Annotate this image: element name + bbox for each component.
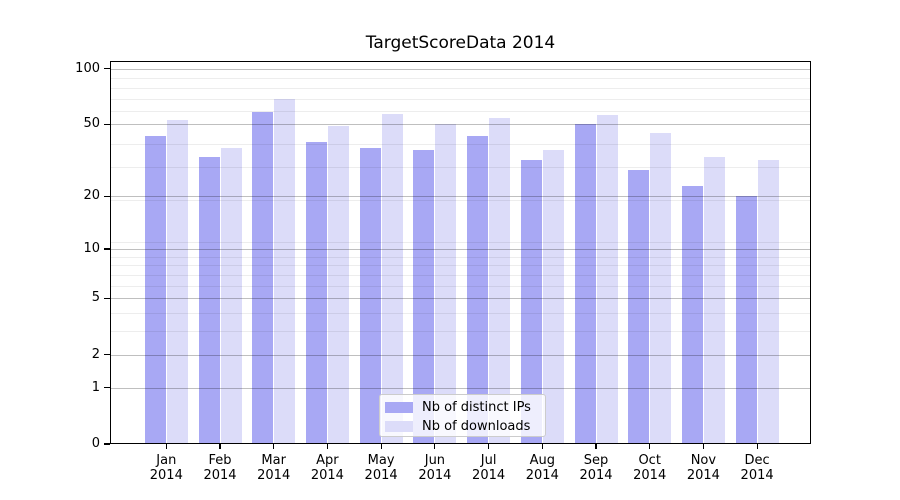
- bar-distinct-ips: [144, 136, 166, 444]
- x-tick-label: Feb 2014: [203, 453, 237, 483]
- y-tick-mark: [104, 443, 110, 445]
- x-tick-mark: [380, 444, 382, 449]
- gridline-minor: [110, 313, 811, 315]
- x-tick-label: Jun 2014: [418, 453, 452, 483]
- bar-distinct-ips: [305, 142, 327, 444]
- y-tick-label: 2: [91, 346, 100, 362]
- bar-distinct-ips: [520, 159, 542, 444]
- bar-downloads: [596, 115, 618, 444]
- legend-label-downloads: Nb of downloads: [422, 419, 531, 434]
- bar-distinct-ips: [359, 148, 381, 444]
- legend-swatch-distinct-ips: [385, 402, 413, 413]
- bar-downloads: [435, 124, 457, 444]
- x-tick-label: Sep 2014: [579, 453, 613, 483]
- bar-distinct-ips: [467, 136, 489, 444]
- y-tick-label: 10: [83, 241, 100, 256]
- plot-area: [110, 61, 811, 444]
- y-tick-label: 50: [83, 116, 100, 132]
- y-tick-label: 5: [91, 290, 100, 306]
- x-tick-mark: [541, 444, 543, 449]
- x-tick-mark: [326, 444, 329, 449]
- y-tick-label: 1: [91, 379, 100, 395]
- y-tick-mark: [104, 297, 110, 299]
- gridline-major: [110, 298, 811, 300]
- gridline-major: [110, 249, 811, 250]
- bar-downloads: [757, 159, 779, 444]
- legend: Nb of distinct IPs Nb of downloads: [379, 394, 546, 437]
- y-tick-mark: [104, 248, 110, 250]
- bar-downloads: [220, 148, 242, 444]
- gridline-minor: [110, 265, 811, 267]
- x-tick-label: May 2014: [364, 453, 398, 483]
- bar-downloads: [542, 150, 564, 444]
- legend-swatch-downloads: [385, 421, 413, 432]
- y-tick-mark: [104, 354, 110, 356]
- y-tick-mark: [104, 195, 110, 198]
- gridline-minor: [110, 98, 811, 100]
- bar-distinct-ips: [198, 157, 220, 444]
- y-tick-label: 0: [91, 436, 100, 451]
- gridline-major: [110, 196, 811, 198]
- bar-distinct-ips: [574, 124, 596, 444]
- gridline-minor: [110, 200, 811, 202]
- bar-distinct-ips: [628, 170, 650, 444]
- bar-downloads: [274, 98, 296, 444]
- bar-downloads: [703, 157, 725, 444]
- bar-downloads: [489, 118, 511, 444]
- x-tick-mark: [702, 444, 705, 449]
- gridline-major: [110, 354, 811, 356]
- gridline-minor: [110, 331, 811, 333]
- bar-downloads: [650, 132, 672, 444]
- y-tick-label: 100: [75, 60, 100, 76]
- gridline-minor: [110, 167, 811, 169]
- bar-distinct-ips: [735, 196, 757, 444]
- x-tick-mark: [487, 444, 490, 449]
- y-tick-label: 20: [83, 188, 100, 204]
- x-tick-label: Jan 2014: [149, 453, 183, 483]
- x-tick-mark: [756, 444, 758, 449]
- x-tick-label: Oct 2014: [633, 453, 667, 483]
- bar-downloads: [381, 113, 403, 444]
- x-tick-mark: [595, 444, 597, 449]
- gridline-minor: [110, 78, 811, 80]
- chart-title: TargetScoreData 2014: [365, 33, 556, 53]
- x-tick-mark: [434, 444, 436, 449]
- gridline-minor: [110, 285, 811, 287]
- gridline-minor: [110, 274, 811, 276]
- x-tick-mark: [273, 444, 275, 449]
- gridline-minor: [110, 111, 811, 112]
- x-tick-mark: [219, 444, 221, 449]
- gridline-minor: [110, 256, 811, 258]
- x-tick-label: Nov 2014: [686, 453, 720, 483]
- x-tick-label: Jul 2014: [472, 453, 506, 483]
- x-tick-label: Apr 2014: [310, 453, 344, 483]
- y-tick-mark: [104, 68, 110, 70]
- x-tick-mark: [165, 444, 167, 449]
- gridline-minor: [110, 241, 811, 243]
- x-tick-mark: [649, 444, 651, 449]
- bar-distinct-ips: [413, 150, 435, 444]
- gridline-minor: [110, 87, 811, 89]
- gridline-major: [110, 124, 811, 126]
- bar-downloads: [327, 125, 349, 444]
- x-tick-label: Mar 2014: [257, 453, 291, 483]
- bar-downloads: [166, 119, 188, 444]
- bar-distinct-ips: [681, 185, 703, 444]
- bar-distinct-ips: [252, 112, 274, 444]
- x-tick-label: Dec 2014: [740, 453, 774, 483]
- x-tick-label: Aug 2014: [525, 453, 559, 483]
- gridline-minor: [110, 144, 811, 145]
- gridline-major: [110, 68, 811, 70]
- legend-item-downloads: Nb of downloads: [385, 417, 545, 436]
- legend-item-distinct-ips: Nb of distinct IPs: [385, 398, 545, 417]
- legend-label-distinct-ips: Nb of distinct IPs: [422, 400, 531, 415]
- gridline-major: [110, 387, 811, 389]
- y-tick-mark: [104, 387, 110, 389]
- y-tick-mark: [104, 123, 110, 125]
